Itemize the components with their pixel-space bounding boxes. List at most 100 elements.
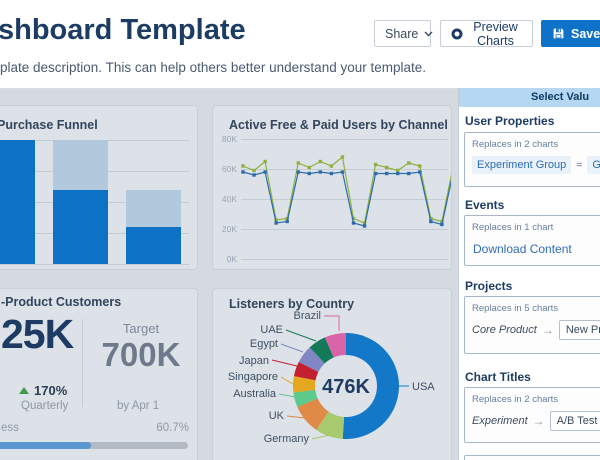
group-value-chip[interactable]: Gro — [587, 156, 600, 174]
stat-change-period: Quarterly — [21, 400, 69, 412]
donut-label-germany: Germany — [264, 433, 310, 445]
dashboard-preview: Purchase Funnel Active Free & Paid Users… — [0, 89, 458, 460]
preview-charts-label: Preview Charts — [473, 19, 518, 48]
save-icon — [552, 27, 565, 40]
download-content-link[interactable]: Download Content — [473, 242, 572, 256]
events-box: Replaces in 1 chart Download Content — [464, 215, 600, 266]
events-replaces: Replaces in 1 chart — [472, 222, 554, 233]
donut-slice-singapore — [293, 376, 316, 393]
y-axis-tick: 20K — [221, 224, 237, 234]
line-series-paid — [242, 171, 451, 227]
trend-up-icon — [19, 387, 29, 394]
save-button[interactable]: Save — [541, 20, 600, 47]
progress-percent: 60.7% — [156, 422, 189, 434]
page-title: shboard Template — [0, 14, 246, 46]
stat-target-label: Target — [122, 321, 160, 336]
donut-slice-usa — [342, 333, 400, 439]
gridline — [0, 264, 189, 265]
experiment-group-chip[interactable]: Experiment Group — [472, 156, 572, 174]
preview-charts-button[interactable]: Preview Charts — [440, 19, 533, 48]
line-chart-svg — [241, 155, 452, 228]
point-free — [307, 165, 311, 170]
point-free — [429, 216, 433, 221]
point-paid — [373, 171, 378, 176]
page-description: plate description. This can help others … — [0, 60, 427, 75]
partial-box — [464, 455, 600, 460]
donut-chart-svg: USA Germany UK Australia Singapore Japan Egypt… — [228, 310, 435, 445]
active-users-title: Active Free & Paid Users by Channel — [229, 118, 448, 132]
equals-operator: = — [576, 159, 583, 171]
share-button[interactable]: Share — [374, 20, 433, 47]
select-values-panel: Select Valu User Properties Replaces in … — [458, 88, 600, 460]
point-free — [407, 161, 411, 165]
select-values-title: Select Valu — [531, 91, 590, 103]
point-free — [274, 218, 278, 222]
purchase-funnel-plot — [0, 106, 197, 269]
point-paid — [451, 172, 452, 175]
y-axis-tick: 80K — [221, 134, 237, 144]
listeners-plot: USA Germany UK Australia Singapore Japan Egypt… — [213, 289, 451, 460]
donut-slice-egypt — [298, 347, 325, 372]
line-series-free — [242, 155, 451, 224]
point-paid — [263, 170, 267, 174]
listeners-title: Listeners by Country — [229, 297, 355, 311]
page-header: shboard Template plate description. This… — [0, 0, 600, 89]
stat-target-value: 700K — [101, 336, 181, 373]
progress-bar-track — [0, 442, 188, 449]
point-paid — [340, 170, 345, 174]
donut-slice-germany — [316, 411, 345, 439]
progress-label: ess — [1, 422, 19, 434]
projects-box: Replaces in 5 charts Core Product → New … — [464, 296, 600, 354]
share-button-label: Share — [385, 26, 419, 41]
section-events: Events — [465, 198, 505, 212]
gridline — [241, 139, 448, 140]
point-free — [329, 164, 334, 168]
user-properties-replaces: Replaces in 2 charts — [472, 139, 559, 150]
stat-target-due: by Apr 1 — [117, 400, 160, 412]
stat-change: 170% — [19, 383, 67, 398]
donut-slice-uk — [297, 398, 329, 430]
select-values-header: Select Valu — [459, 88, 600, 107]
experiment-label: Experiment — [472, 415, 528, 427]
y-axis-tick: 0K — [226, 254, 237, 264]
point-free — [373, 162, 378, 167]
donut-leader-line — [280, 376, 294, 385]
point-paid — [318, 170, 323, 174]
point-free — [296, 161, 300, 165]
chart-titles-box: Replaces in 2 charts Experiment → A/B Te… — [464, 387, 600, 443]
stat-divider — [82, 319, 83, 407]
stat-current-value: 25K — [1, 311, 74, 357]
point-paid — [241, 170, 245, 174]
projects-replaces: Replaces in 5 charts — [472, 303, 559, 314]
point-free — [384, 165, 389, 170]
arrow-right-icon: → — [541, 323, 554, 337]
point-free — [252, 168, 256, 173]
point-paid — [351, 221, 356, 225]
point-paid — [274, 221, 278, 225]
ab-test-input[interactable]: A/B Test — [549, 411, 600, 431]
new-product-select[interactable]: New Pro — [558, 320, 600, 340]
funnel-bar-converted — [126, 226, 181, 264]
point-free — [418, 164, 422, 168]
donut-slice-brazil — [324, 333, 346, 358]
funnel-bar-converted — [53, 189, 108, 264]
y-axis-tick: 60K — [221, 164, 237, 174]
point-paid — [307, 171, 311, 176]
active-users-card: Active Free & Paid Users by Channel 80K 6… — [212, 105, 452, 270]
donut-label-brazil: Brazil — [293, 310, 321, 322]
funnel-bar-dropoff — [53, 140, 108, 190]
section-chart-titles: Chart Titles — [465, 370, 531, 384]
point-paid — [285, 219, 289, 224]
donut-slice-uae — [309, 337, 334, 364]
funnel-bar-converted — [0, 140, 35, 264]
progress-bar-fill — [0, 442, 91, 449]
point-paid — [407, 171, 411, 176]
y-axis-tick: 40K — [221, 194, 237, 204]
point-free — [340, 155, 345, 159]
stat-card-title: -Product Customers — [1, 295, 122, 309]
donut-leader-line — [311, 434, 331, 440]
point-paid — [440, 222, 444, 227]
funnel-bar-dropoff — [126, 189, 181, 227]
donut-label-egypt: Egypt — [250, 338, 278, 350]
